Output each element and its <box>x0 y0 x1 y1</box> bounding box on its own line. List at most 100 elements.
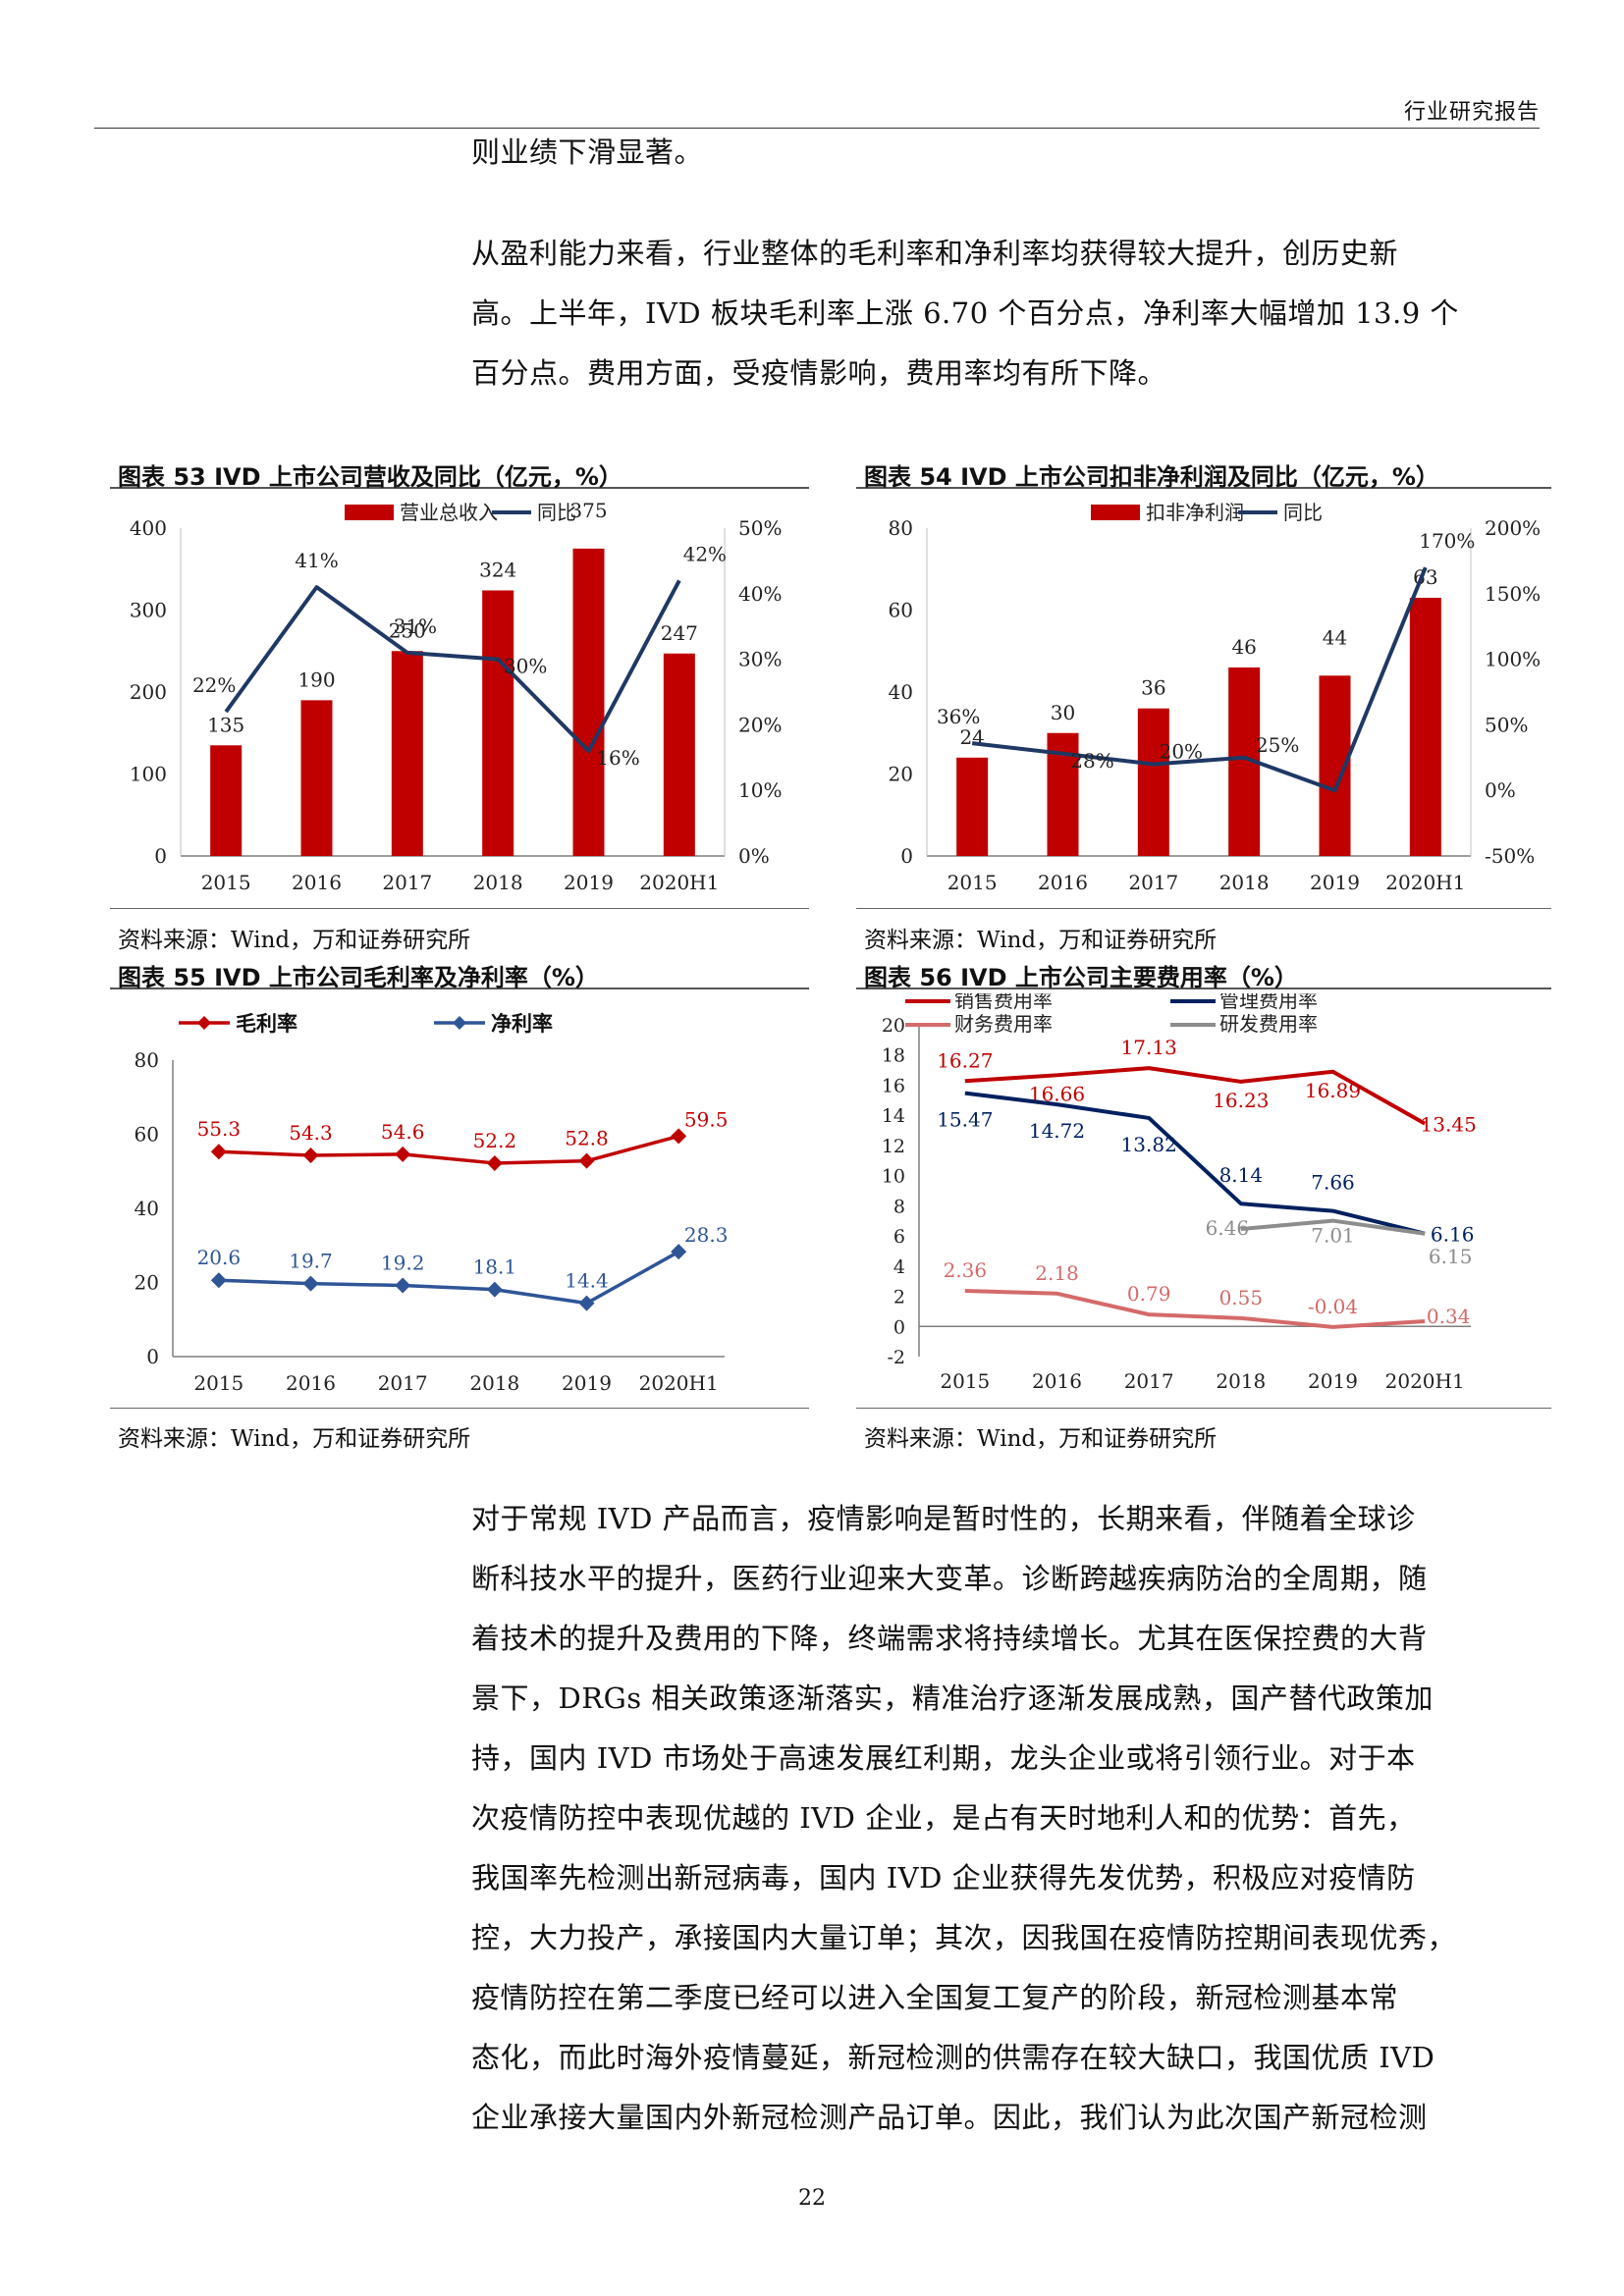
y-tick-label: 0 <box>146 1345 159 1368</box>
y-tick-label: 20 <box>889 763 913 786</box>
data-value-label: 52.8 <box>565 1127 609 1150</box>
data-value-label: 54.3 <box>289 1121 333 1145</box>
chart-56-title: 图表 56 IVD 上市公司主要费用率（%） <box>864 964 1298 991</box>
line-value-label: 25% <box>1256 733 1299 757</box>
legend-label: 同比 <box>1283 501 1323 524</box>
y-tick-label: 60 <box>135 1123 159 1147</box>
bar-value-label: 375 <box>569 499 607 522</box>
y-tick-label: -2 <box>887 1347 905 1368</box>
legend-label: 研发费用率 <box>1219 1012 1318 1036</box>
header-divider <box>94 128 1540 129</box>
chart-53-revenue-yoy: 0 100 200 300 400 0% 10% 20% 30% 40% 50% 2015 2016 20… <box>110 493 809 905</box>
x-tick-label: 2015 <box>193 1371 244 1395</box>
data-value-label: 0.55 <box>1219 1286 1264 1309</box>
y-tick-label: 20 <box>135 1271 159 1295</box>
chart-53-top-rule <box>110 487 809 489</box>
data-point-marker <box>578 1152 595 1169</box>
bar <box>956 757 989 856</box>
x-tick-label: 2015 <box>201 871 251 894</box>
y-tick-label: 0 <box>154 844 167 868</box>
data-value-label: 13.45 <box>1421 1113 1477 1137</box>
y-tick-label: 10 <box>882 1166 905 1188</box>
text-line: 断科技水平的提升，医药行业迎来大变革。诊断跨越疾病防治的全周期，随 <box>471 1562 1428 1595</box>
data-value-label: 6.15 <box>1429 1245 1473 1268</box>
y-tick-label: 4 <box>893 1256 905 1278</box>
text-line: 控，大力投产，承接国内大量订单；其次，因我国在疫情防控期间表现优秀， <box>471 1921 1457 1954</box>
x-tick-label: 2019 <box>1310 871 1360 894</box>
bar-value-label: 247 <box>661 621 698 645</box>
data-value-label: 16.89 <box>1305 1079 1361 1102</box>
x-tick-label: 2018 <box>1219 871 1270 894</box>
y-tick-label: 400 <box>130 516 167 540</box>
data-value-label: 0.79 <box>1127 1282 1171 1306</box>
chart-55-top-rule <box>110 988 809 989</box>
x-tick-label: 2018 <box>469 1371 519 1395</box>
chart-56-bottom-rule <box>856 1408 1551 1409</box>
chart-54-top-rule <box>856 487 1551 489</box>
bar <box>391 651 423 856</box>
y-tick-label: 6 <box>893 1226 905 1248</box>
line-series-同比 <box>971 566 1428 793</box>
line-series-管理费用率 <box>964 1091 1426 1236</box>
chart-53-source: 资料来源：Wind，万和证券研究所 <box>118 928 471 953</box>
legend-label: 销售费用率 <box>954 993 1053 1012</box>
bar <box>1137 708 1169 856</box>
text-line: 态化，而此时海外疫情蔓延，新冠检测的供需存在较大缺口，我国优质 IVD <box>471 2041 1435 2074</box>
line-value-label: 20% <box>1160 739 1203 763</box>
x-tick-label: 2019 <box>562 1371 612 1395</box>
text-line: 从盈利能力来看，行业整体的毛利率和净利率均获得较大提升，创历史新 <box>471 237 1399 270</box>
legend-label: 财务费用率 <box>954 1012 1053 1036</box>
data-value-label: 2.18 <box>1035 1261 1079 1285</box>
data-value-label: 7.66 <box>1311 1171 1355 1195</box>
line-value-label: 36% <box>937 705 980 728</box>
paragraph-intro: 则业绩下滑显著。 <box>471 123 1534 183</box>
line-value-label: 31% <box>394 614 437 638</box>
legend-marker <box>197 1016 211 1030</box>
data-value-label: 0.34 <box>1427 1305 1471 1328</box>
line-value-label: 170% <box>1419 529 1475 553</box>
bar-value-label: 324 <box>479 558 516 581</box>
line-value-label: 28% <box>1070 749 1113 773</box>
chart-53-title: 图表 53 IVD 上市公司营收及同比（亿元，%） <box>118 463 623 491</box>
data-value-label: 6.16 <box>1431 1223 1475 1247</box>
line-series-毛利率 <box>218 1134 679 1165</box>
bar-value-label: 30 <box>1051 701 1075 724</box>
y2-tick-label: 20% <box>738 713 782 736</box>
y2-tick-label: 40% <box>738 582 782 606</box>
chart-56-top-rule <box>856 988 1551 989</box>
x-tick-label: 2020H1 <box>1385 1369 1465 1393</box>
text-line: 高。上半年，IVD 板块毛利率上涨 6.70 个百分点，净利率大幅增加 13.9… <box>471 296 1459 330</box>
y-tick-label: 12 <box>882 1136 905 1157</box>
data-value-label: 19.7 <box>289 1250 333 1273</box>
legend-label: 扣非净利润 <box>1146 501 1244 524</box>
data-value-label: 19.2 <box>381 1252 425 1275</box>
y2-tick-label: 100% <box>1485 648 1541 671</box>
x-tick-label: 2017 <box>1128 871 1178 894</box>
x-tick-label: 2019 <box>1308 1369 1358 1393</box>
data-value-label: 18.1 <box>473 1255 517 1279</box>
x-tick-label: 2020H1 <box>639 1371 719 1395</box>
bar-value-label: 36 <box>1141 676 1165 700</box>
chart-55-source: 资料来源：Wind，万和证券研究所 <box>118 1426 471 1452</box>
data-value-label: 15.47 <box>937 1108 993 1132</box>
x-tick-label: 2016 <box>1032 1369 1082 1393</box>
data-point-marker <box>210 1144 227 1160</box>
data-point-marker <box>395 1146 411 1162</box>
x-tick-label: 2017 <box>1124 1369 1174 1393</box>
chart-56-source: 资料来源：Wind，万和证券研究所 <box>864 1426 1218 1452</box>
data-point-marker <box>578 1295 595 1311</box>
x-tick-label: 2018 <box>1216 1369 1266 1393</box>
line-value-label: 41% <box>295 549 338 572</box>
text-line: 次疫情防控中表现优越的 IVD 企业，是占有天时地利人和的优势：首先， <box>471 1801 1416 1835</box>
data-point-marker <box>486 1154 503 1171</box>
line-value-label: 42% <box>683 542 727 565</box>
data-point-marker <box>671 1244 687 1260</box>
chart-56-expense-ratios: -2 0 2 4 6 8 10 12 14 16 18 20 2015 2016 2017 2018 2019 2… <box>856 993 1551 1406</box>
x-tick-label: 2019 <box>564 871 614 894</box>
legend-swatch-bar <box>345 505 394 520</box>
line-series-销售费用率 <box>964 1066 1427 1126</box>
y-tick-label: 200 <box>130 680 167 704</box>
bar <box>572 548 605 856</box>
chart-54-bottom-rule <box>856 908 1551 909</box>
x-tick-label: 2020H1 <box>1385 871 1465 894</box>
